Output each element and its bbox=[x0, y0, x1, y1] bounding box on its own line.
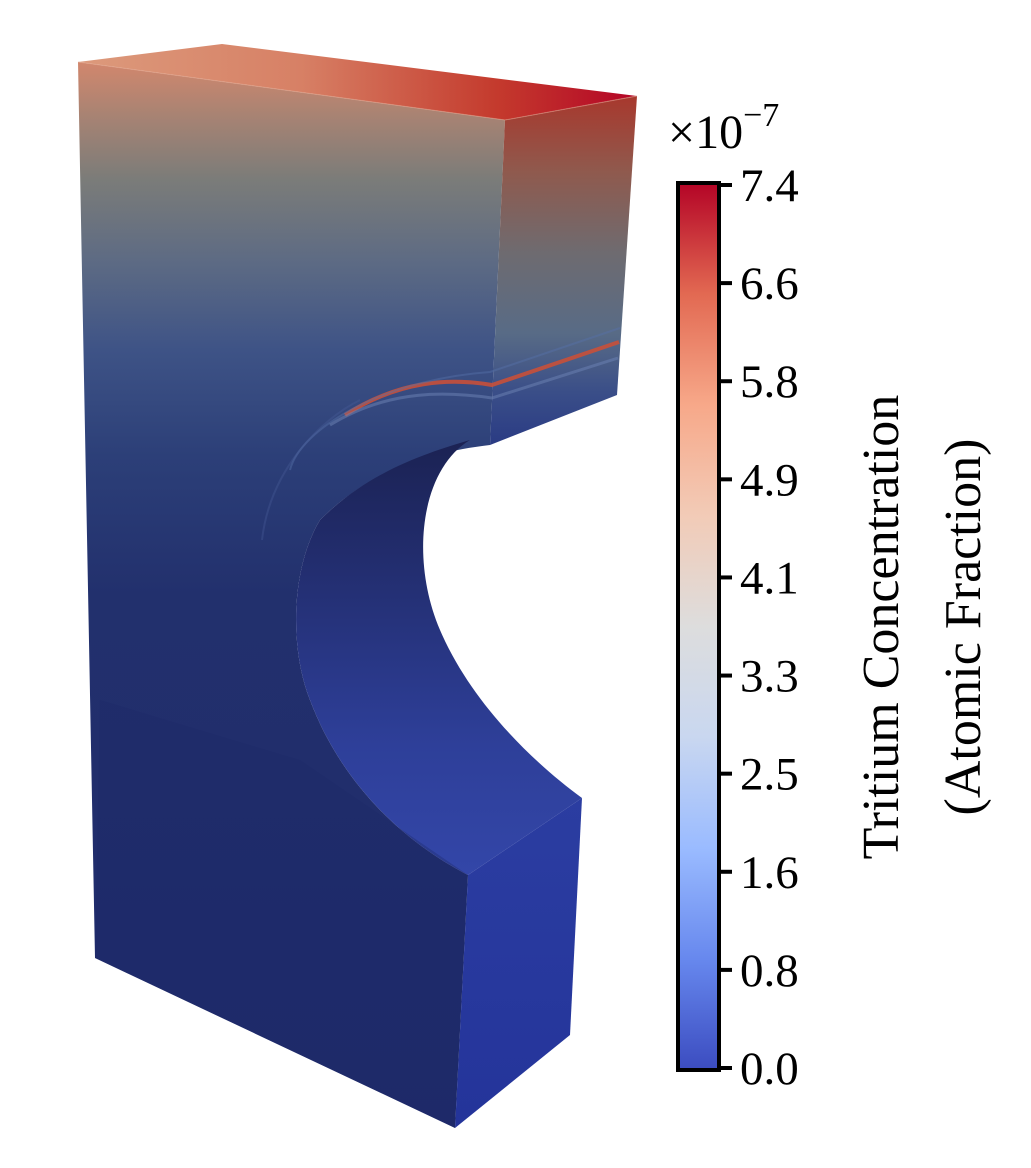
colorbar-gradient bbox=[676, 181, 721, 1072]
specimen-render bbox=[77, 44, 638, 1128]
colorbar-tick-label: 5.8 bbox=[740, 356, 799, 408]
colorbar-tick-label: 0.0 bbox=[740, 1043, 799, 1095]
specimen-top-face bbox=[78, 44, 637, 120]
colorbar-multiplier: ×10−7 bbox=[668, 97, 779, 159]
colorbar-title-line2: (Atomic Fraction) bbox=[935, 439, 992, 816]
specimen-notch-surface bbox=[296, 440, 582, 875]
specimen-edge bbox=[77, 61, 638, 121]
colorbar-title-line1: Tritium Concentration bbox=[853, 395, 910, 860]
colorbar-tick-label: 4.1 bbox=[740, 552, 799, 604]
specimen-right-face-lower bbox=[455, 798, 582, 1128]
colorbar-tick-label: 3.3 bbox=[740, 651, 799, 703]
colorbar-multiplier-base: ×10 bbox=[668, 106, 743, 159]
colorbar-tick-label: 2.5 bbox=[740, 749, 799, 801]
colorbar-tick-label: 1.6 bbox=[740, 847, 799, 899]
concentration-band-halo-outer bbox=[289, 327, 621, 471]
colorbar-multiplier-exponent: −7 bbox=[743, 97, 779, 134]
concentration-band-halo bbox=[329, 356, 619, 427]
colorbar-tick-label: 4.9 bbox=[740, 454, 799, 506]
colorbar-tick-label: 6.6 bbox=[740, 258, 799, 310]
colorbar-tick-label: 7.4 bbox=[740, 160, 799, 212]
concentration-ring-faint bbox=[261, 399, 361, 541]
colorbar-ticks: 7.4 6.6 5.8 4.9 4.1 3.3 2.5 1.6 0.8 0.0 bbox=[719, 160, 799, 1095]
specimen-lower-front-shade bbox=[95, 700, 468, 1128]
colorbar: ×10−7 7.4 6.6 5.8 4.9 4.1 3.3 2.5 1.6 0.8 0.0 Tri… bbox=[668, 97, 992, 1095]
colorbar-tick-label: 0.8 bbox=[740, 945, 799, 997]
concentration-band bbox=[343, 340, 620, 417]
specimen-right-face-upper bbox=[490, 96, 637, 445]
specimen-front-face bbox=[78, 62, 505, 1128]
